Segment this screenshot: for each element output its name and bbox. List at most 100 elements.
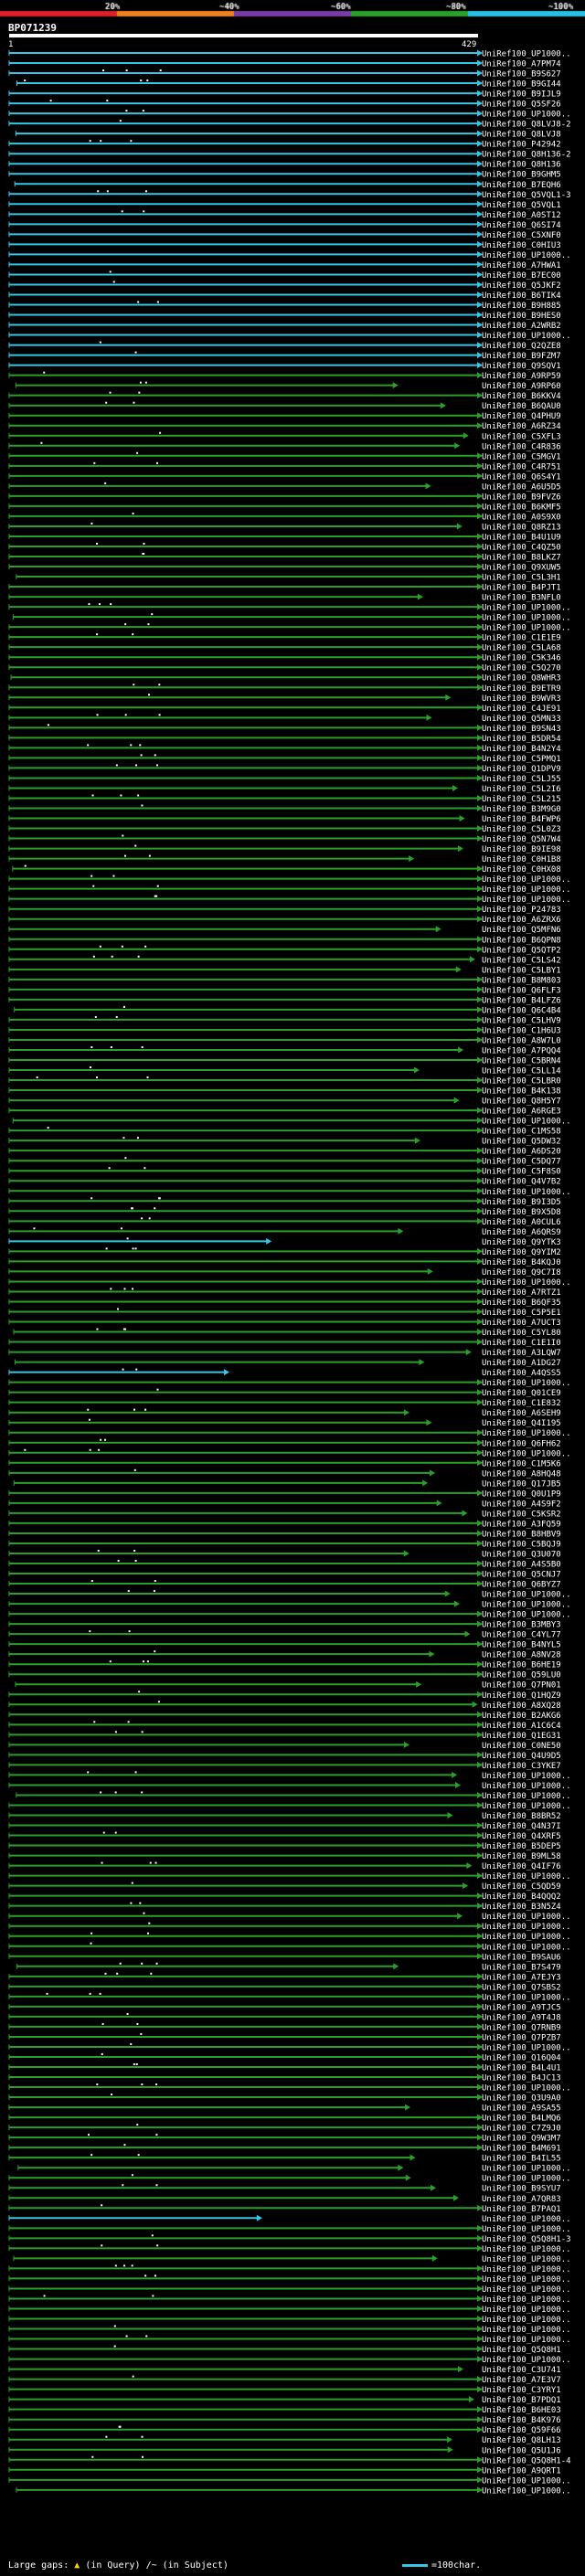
hit-label[interactable]: UniRef100_B3MBY3 [482, 1621, 561, 1630]
hit-label[interactable]: UniRef100_Q5QTP2 [482, 946, 561, 955]
hit-label[interactable]: UniRef100_Q4N37I [482, 1822, 561, 1831]
hit-label[interactable]: UniRef100_UP1000.. [482, 2215, 571, 2224]
hit-label[interactable]: UniRef100_Q5Q8H1 [482, 2346, 561, 2355]
hit-label[interactable]: UniRef100_Q6FLF3 [482, 986, 561, 995]
hit-label[interactable]: UniRef100_A1C6C4 [482, 1722, 561, 1731]
hit-label[interactable]: UniRef100_B9S627 [482, 70, 561, 80]
hit-label[interactable]: UniRef100_B4PJT1 [482, 584, 561, 593]
hit-label[interactable]: UniRef100_Q9C7I8 [482, 1268, 561, 1277]
hit-label[interactable]: UniRef100_B6KMF5 [482, 503, 561, 512]
hit-label[interactable]: UniRef100_B7EC00 [482, 271, 561, 281]
hit-label[interactable]: UniRef100_Q8WHR3 [482, 674, 561, 684]
hit-label[interactable]: UniRef100_UP1000.. [482, 1923, 571, 1932]
hit-label[interactable]: UniRef100_Q5SF26 [482, 101, 561, 110]
hit-label[interactable]: UniRef100_B9SN43 [482, 725, 561, 734]
hit-label[interactable]: UniRef100_UP1000.. [482, 2356, 571, 2365]
hit-label[interactable]: UniRef100_B4L4U1 [482, 2064, 561, 2073]
hit-label[interactable]: UniRef100_UP1000.. [482, 2225, 571, 2234]
hit-label[interactable]: UniRef100_C5MGV1 [482, 452, 561, 461]
hit-label[interactable]: UniRef100_Q8LVJ8 [482, 131, 561, 140]
hit-label[interactable]: UniRef100_B9HES0 [482, 312, 561, 321]
hit-label[interactable]: UniRef100_C4QZ50 [482, 543, 561, 552]
hit-label[interactable]: UniRef100_UP1000.. [482, 2336, 571, 2345]
hit-label[interactable]: UniRef100_B9ETR9 [482, 684, 561, 694]
hit-label[interactable]: UniRef100_Q3U070 [482, 1550, 561, 1559]
hit-label[interactable]: UniRef100_UP1000.. [482, 875, 571, 885]
hit-label[interactable]: UniRef100_UP1000.. [482, 2476, 571, 2486]
hit-label[interactable]: UniRef100_Q1DPV9 [482, 765, 561, 774]
hit-label[interactable]: UniRef100_C5P5E1 [482, 1309, 561, 1318]
hit-label[interactable]: UniRef100_Q5DW32 [482, 1138, 561, 1147]
hit-label[interactable]: UniRef100_B4LFZ6 [482, 996, 561, 1005]
hit-label[interactable]: UniRef100_B9WVR3 [482, 694, 561, 704]
hit-label[interactable]: UniRef100_C0NE50 [482, 1742, 561, 1751]
hit-label[interactable]: UniRef100_UP1000.. [482, 2175, 571, 2184]
hit-label[interactable]: UniRef100_B5DR54 [482, 735, 561, 744]
hit-label[interactable]: UniRef100_C7Z9J0 [482, 2125, 561, 2134]
hit-label[interactable]: UniRef100_UP1000.. [482, 1591, 571, 1600]
hit-label[interactable]: UniRef100_C5LL14 [482, 1067, 561, 1076]
hit-label[interactable]: UniRef100_A6U5D5 [482, 482, 561, 492]
hit-label[interactable]: UniRef100_A7UCT3 [482, 1319, 561, 1328]
hit-label[interactable]: UniRef100_B4FWP6 [482, 815, 561, 824]
hit-label[interactable]: UniRef100_Q6BYZ7 [482, 1581, 561, 1590]
hit-label[interactable]: UniRef100_C1E1E9 [482, 634, 561, 643]
hit-label[interactable]: UniRef100_A7QR83 [482, 2195, 561, 2204]
hit-label[interactable]: UniRef100_C5K346 [482, 654, 561, 663]
hit-label[interactable]: UniRef100_B6QPN8 [482, 936, 561, 945]
hit-label[interactable]: UniRef100_A6QRS9 [482, 1228, 561, 1237]
hit-label[interactable]: UniRef100_B4N2Y4 [482, 745, 561, 754]
hit-label[interactable]: UniRef100_UP1000.. [482, 624, 571, 633]
hit-label[interactable]: UniRef100_Q5MFN6 [482, 926, 561, 935]
hit-label[interactable]: UniRef100_B6QF35 [482, 1299, 561, 1308]
hit-label[interactable]: UniRef100_C1H6U3 [482, 1026, 561, 1035]
hit-label[interactable]: UniRef100_Q7PN01 [482, 1681, 561, 1691]
hit-label[interactable]: UniRef100_UP1000.. [482, 614, 571, 623]
hit-label[interactable]: UniRef100_Q9SQV1 [482, 362, 561, 371]
hit-label[interactable]: UniRef100_A9QRT1 [482, 2466, 561, 2475]
hit-label[interactable]: UniRef100_B9X5D8 [482, 1208, 561, 1217]
hit-label[interactable]: UniRef100_C4R751 [482, 462, 561, 472]
hit-label[interactable]: UniRef100_Q1HQZ9 [482, 1691, 561, 1701]
hit-label[interactable]: UniRef100_C1E832 [482, 1399, 561, 1408]
hit-label[interactable]: UniRef100_A9RP59 [482, 372, 561, 381]
hit-label[interactable]: UniRef100_Q8RZ13 [482, 523, 561, 532]
hit-label[interactable]: UniRef100_C1MS58 [482, 1128, 561, 1137]
hit-label[interactable]: UniRef100_UP1000.. [482, 2275, 571, 2284]
hit-label[interactable]: UniRef100_B6QAU0 [482, 402, 561, 411]
hit-label[interactable]: UniRef100_A2WRB2 [482, 322, 561, 331]
hit-label[interactable]: UniRef100_C5LBY1 [482, 966, 561, 975]
hit-label[interactable]: UniRef100_Q3U9A0 [482, 2094, 561, 2104]
hit-label[interactable]: UniRef100_B4NYL5 [482, 1641, 561, 1650]
hit-label[interactable]: UniRef100_Q5N7W4 [482, 835, 561, 844]
hit-label[interactable]: UniRef100_Q8H5Y7 [482, 1097, 561, 1107]
hit-label[interactable]: UniRef100_Q7SBS2 [482, 1983, 561, 1992]
hit-label[interactable]: UniRef100_B7EQH6 [482, 181, 561, 190]
hit-label[interactable]: UniRef100_UP1000.. [482, 2295, 571, 2305]
hit-label[interactable]: UniRef100_UP1000.. [482, 1278, 571, 1288]
hit-label[interactable]: UniRef100_C5KSR2 [482, 1510, 561, 1519]
hit-label[interactable]: UniRef100_Q6S4Y1 [482, 472, 561, 482]
hit-label[interactable]: UniRef100_B7PDQ1 [482, 2396, 561, 2405]
hit-label[interactable]: UniRef100_B4LMQ6 [482, 2115, 561, 2124]
hit-label[interactable]: UniRef100_C0HIU3 [482, 241, 561, 250]
hit-label[interactable]: UniRef100_C5LBR0 [482, 1077, 561, 1087]
hit-label[interactable]: UniRef100_C5F8S0 [482, 1168, 561, 1177]
hit-label[interactable]: UniRef100_UP1000.. [482, 1802, 571, 1811]
hit-label[interactable]: UniRef100_C5L2I6 [482, 785, 561, 794]
hit-label[interactable]: UniRef100_UP1000.. [482, 885, 571, 895]
hit-label[interactable]: UniRef100_UP1000.. [482, 2306, 571, 2315]
hit-label[interactable]: UniRef100_UP1000.. [482, 1611, 571, 1620]
hit-label[interactable]: UniRef100_UP1000.. [482, 111, 571, 120]
hit-label[interactable]: UniRef100_UP1000.. [482, 2245, 571, 2254]
hit-label[interactable]: UniRef100_B9ML58 [482, 1852, 561, 1861]
hit-label[interactable]: UniRef100_Q5JKF2 [482, 281, 561, 291]
hit-label[interactable]: UniRef100_B8LKZ7 [482, 554, 561, 563]
hit-label[interactable]: UniRef100_Q4V7B2 [482, 1178, 561, 1187]
hit-label[interactable]: UniRef100_Q4PHU9 [482, 412, 561, 421]
hit-label[interactable]: UniRef100_C5LJ55 [482, 775, 561, 784]
hit-label[interactable]: UniRef100_Q59F66 [482, 2426, 561, 2435]
hit-label[interactable]: UniRef100_A6RGE3 [482, 1108, 561, 1117]
hit-label[interactable]: UniRef100_A7HWA1 [482, 261, 561, 270]
hit-label[interactable]: UniRef100_B8HBV9 [482, 1530, 561, 1539]
